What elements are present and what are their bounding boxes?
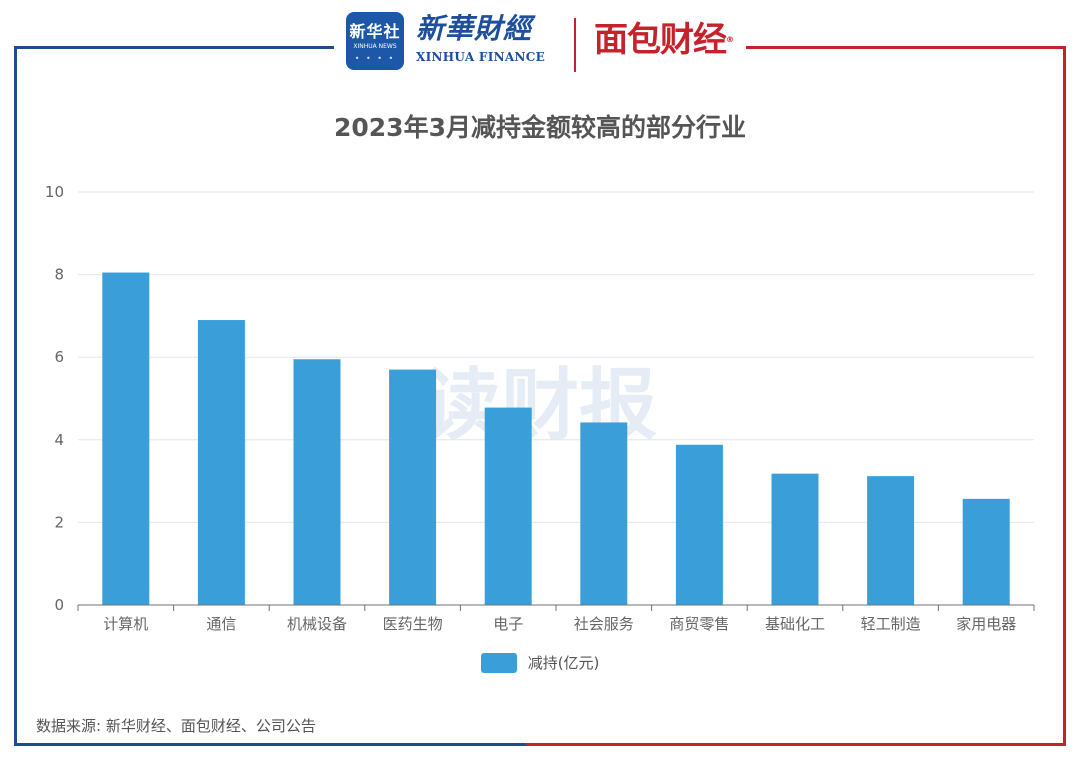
- xinhua-badge-text: 新华社: [349, 22, 401, 41]
- bar: [675, 444, 723, 605]
- y-tick-label: 10: [45, 183, 64, 201]
- x-tick-label: 通信: [206, 615, 236, 633]
- axes: 0 2 4 6 8 10 计算机 通信 机械设备 医药生物 电子 社会服务 商贸零售 基础化工 轻工制造 家用…: [45, 183, 1035, 633]
- bar: [389, 369, 437, 605]
- logo-divider: [574, 18, 576, 72]
- x-tick-label: 家用电器: [956, 615, 1016, 633]
- bar: [293, 359, 341, 605]
- legend: 减持(亿元): [0, 652, 1080, 673]
- bar: [771, 473, 819, 605]
- frame-bottom-left-line: [14, 743, 554, 746]
- legend-swatch: [480, 652, 517, 673]
- bar: [580, 422, 628, 605]
- chart-title: 2023年3月减持金额较高的部分行业: [334, 113, 746, 142]
- y-tick-label: 2: [54, 513, 64, 531]
- xinhua-badge-sub: XINHUA NEWS: [353, 43, 397, 50]
- mianbao-finance-logo: 面包财经®: [594, 20, 734, 60]
- bar: [102, 272, 150, 605]
- legend-label: 减持(亿元): [527, 654, 600, 672]
- y-tick-label: 6: [54, 348, 64, 366]
- mianbao-logo-text: 面包财经: [594, 20, 727, 60]
- y-tick-label: 8: [54, 266, 64, 284]
- xinhua-news-logo: 新华社 XINHUA NEWS • • • •: [346, 12, 404, 70]
- bar: [197, 320, 245, 605]
- network-dots-icon: • • • •: [354, 54, 396, 63]
- xinhua-finance-cn: 新華財經: [416, 12, 533, 45]
- frame-bottom-right-line: [526, 743, 1066, 746]
- x-tick-label: 商贸零售: [669, 615, 729, 633]
- bar: [867, 476, 915, 605]
- x-tick-label: 社会服务: [574, 615, 634, 633]
- bar: [962, 498, 1010, 605]
- x-tick-label: 医药生物: [383, 615, 443, 633]
- x-tick-label: 轻工制造: [861, 615, 921, 633]
- x-tick-label: 基础化工: [765, 615, 825, 633]
- y-tick-label: 4: [54, 431, 64, 449]
- bar: [484, 407, 532, 605]
- header-logos: 新华社 XINHUA NEWS • • • • 新華財經 XINHUA FINA…: [346, 10, 741, 74]
- x-tick-label: 计算机: [103, 615, 148, 633]
- xinhua-finance-en: XINHUA FINANCE: [416, 50, 546, 64]
- bars: [102, 272, 1010, 605]
- x-tick-label: 机械设备: [287, 615, 347, 633]
- xinhua-finance-logo: 新華財經 XINHUA FINANCE: [416, 12, 556, 64]
- x-tick-label: 电子: [493, 615, 523, 633]
- y-tick-label: 0: [54, 596, 64, 614]
- source-note: 数据来源: 新华财经、面包财经、公司公告: [36, 717, 316, 735]
